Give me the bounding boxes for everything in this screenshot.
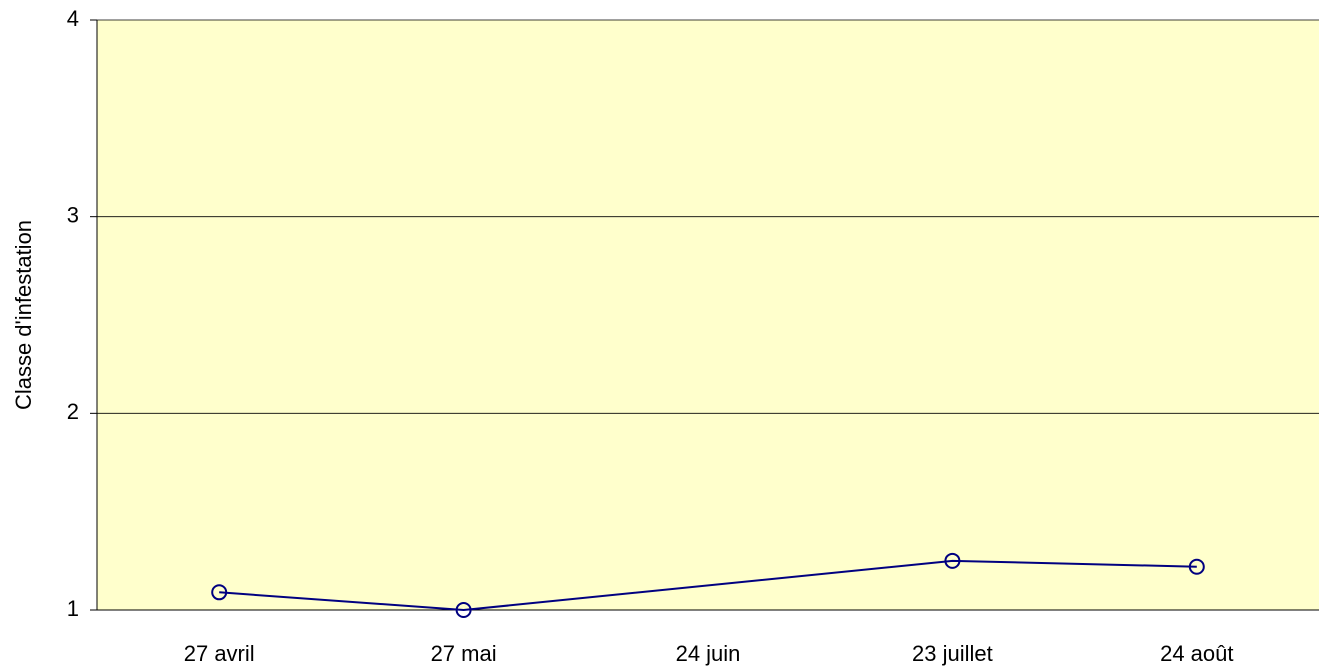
x-tick-label: 23 juillet xyxy=(912,641,993,666)
y-tick-label: 3 xyxy=(67,202,79,227)
x-tick-label: 24 juin xyxy=(676,641,741,666)
y-tick-label: 1 xyxy=(67,596,79,621)
marker xyxy=(944,552,961,569)
line xyxy=(219,559,1197,612)
marker xyxy=(1188,558,1205,575)
plot-area xyxy=(97,20,1319,610)
y-tick-label: 4 xyxy=(67,6,79,31)
y-axis-label: Classe d'infestation xyxy=(11,220,36,410)
x-tick-label: 27 avril xyxy=(184,641,255,666)
marker xyxy=(455,602,472,618)
x-tick-label: 27 mai xyxy=(431,641,497,666)
x-tick-label: 24 août xyxy=(1160,641,1233,666)
y-tick-label: 2 xyxy=(67,399,79,424)
marker xyxy=(211,584,228,601)
